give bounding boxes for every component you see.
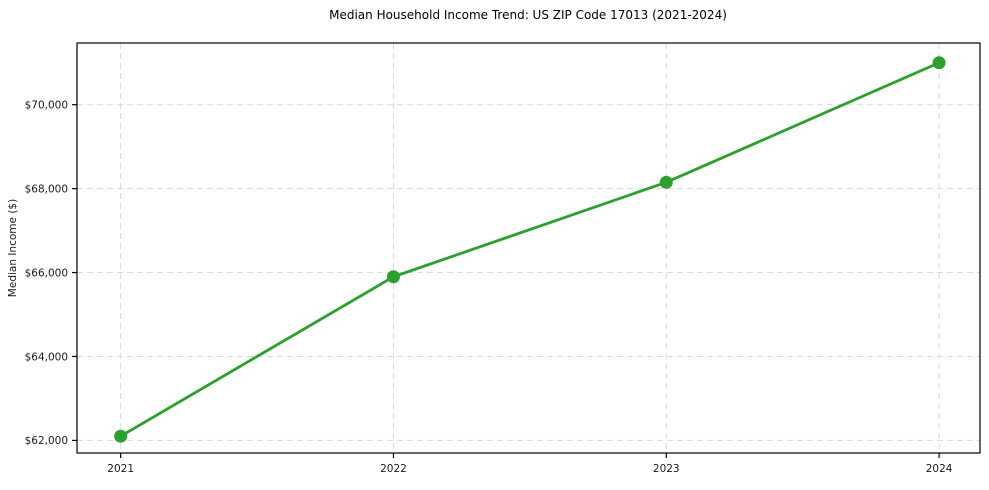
trend-line (119, 61, 941, 438)
y-tick-label: $66,000 (25, 267, 68, 279)
y-tick-label: $64,000 (25, 351, 68, 363)
x-tick-label: 2024 (926, 463, 953, 475)
x-tick-label: 2021 (107, 463, 134, 475)
y-tick-label: $70,000 (25, 99, 68, 111)
y-tick-label: $62,000 (25, 435, 68, 447)
plot-layer (114, 56, 946, 443)
y-axis-label: Median Income ($) (7, 199, 19, 297)
grid-layer (77, 43, 980, 453)
data-point (114, 429, 128, 443)
chart-title: Median Household Income Trend: US ZIP Co… (329, 8, 727, 22)
data-point (386, 270, 400, 284)
x-tick-label: 2023 (653, 463, 680, 475)
data-point (932, 56, 946, 70)
axis-layer: $62,000 $64,000 $66,000 $68,000 $70,000 2021 2… (25, 42, 981, 475)
y-tick-label: $68,000 (25, 183, 68, 195)
data-point (659, 175, 673, 189)
x-tick-label: 2022 (380, 463, 407, 475)
plot-border (76, 42, 981, 454)
